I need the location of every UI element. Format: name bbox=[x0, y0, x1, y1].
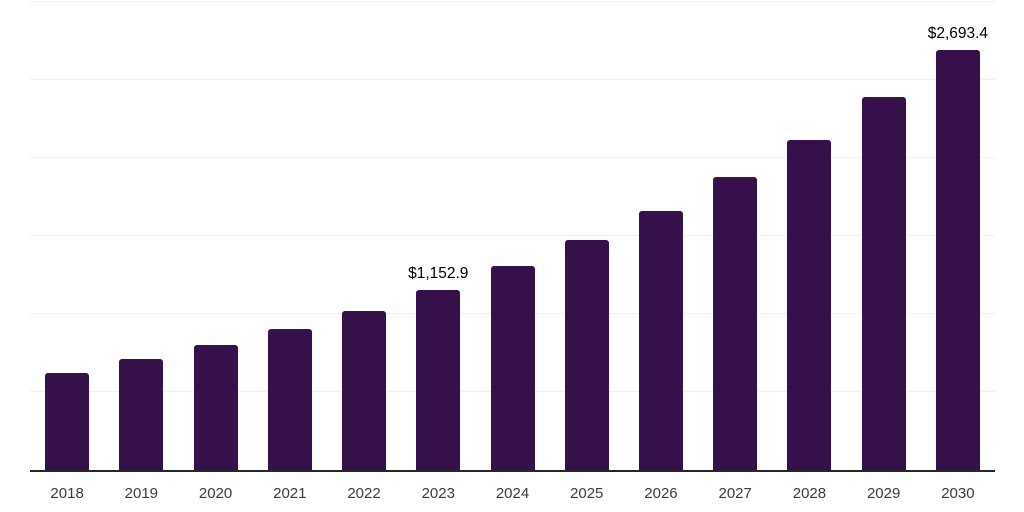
bar-2027 bbox=[713, 176, 758, 470]
bar-2030 bbox=[935, 49, 980, 470]
gridline-3000 bbox=[30, 1, 995, 2]
bar-2024 bbox=[490, 266, 535, 470]
x-tick-2021: 2021 bbox=[273, 485, 307, 502]
bar-2026 bbox=[638, 211, 683, 470]
x-tick-2023: 2023 bbox=[421, 485, 455, 502]
x-tick-2029: 2029 bbox=[866, 485, 901, 502]
x-tick-2024: 2024 bbox=[495, 485, 530, 502]
x-tick-2019: 2019 bbox=[124, 485, 159, 502]
value-label-2030: $2,693.4 bbox=[927, 24, 989, 42]
x-tick-2020: 2020 bbox=[198, 485, 233, 502]
x-tick-2022: 2022 bbox=[347, 485, 381, 502]
gridline-2500 bbox=[30, 79, 995, 80]
bar-2019 bbox=[119, 359, 164, 470]
value-label-2023: $1,152.9 bbox=[408, 265, 469, 283]
gridline-1500 bbox=[30, 235, 995, 236]
gridline-2000 bbox=[30, 157, 995, 158]
plot-area: $1,152.9 $2,693.4 bbox=[30, 1, 995, 472]
x-tick-2027: 2027 bbox=[718, 485, 752, 502]
x-tick-2018: 2018 bbox=[50, 485, 84, 502]
x-tick-2025: 2025 bbox=[570, 485, 604, 502]
bar-2022 bbox=[342, 310, 387, 470]
bar-2018 bbox=[45, 372, 90, 470]
bar-2029 bbox=[861, 97, 906, 470]
x-tick-2028: 2028 bbox=[792, 485, 827, 502]
bar-2020 bbox=[193, 345, 238, 470]
x-tick-2026: 2026 bbox=[644, 485, 678, 502]
bar-2023 bbox=[416, 290, 461, 470]
x-tick-2030: 2030 bbox=[941, 485, 975, 502]
bar-2028 bbox=[787, 139, 832, 470]
bar-2021 bbox=[267, 328, 312, 470]
bar-2025 bbox=[564, 240, 609, 470]
